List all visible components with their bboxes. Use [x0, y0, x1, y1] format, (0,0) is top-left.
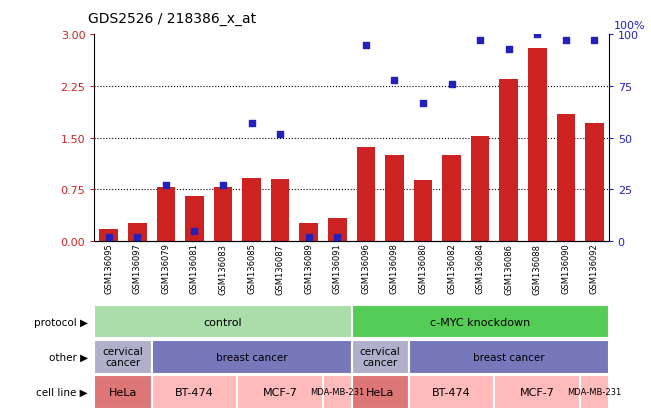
Bar	[442, 156, 461, 242]
Point	[503, 46, 514, 53]
Point	[447, 81, 457, 88]
Text: BT-474: BT-474	[432, 387, 471, 397]
Bar	[557, 114, 575, 242]
Point	[189, 228, 200, 235]
Text: HeLa: HeLa	[109, 387, 137, 397]
Text: breast cancer: breast cancer	[473, 352, 544, 362]
Point	[389, 77, 400, 84]
Bar	[528, 49, 547, 242]
Point	[532, 32, 542, 38]
Text: 100%: 100%	[614, 21, 645, 31]
Point	[589, 38, 600, 45]
Text: protocol ▶: protocol ▶	[34, 317, 88, 327]
Bar	[328, 219, 346, 242]
Text: other ▶: other ▶	[49, 352, 88, 362]
Text: BT-474: BT-474	[175, 387, 214, 397]
Point	[275, 131, 285, 138]
Bar	[385, 156, 404, 242]
Text: cervical
cancer: cervical cancer	[360, 346, 400, 368]
Bar	[271, 180, 290, 242]
Point	[161, 183, 171, 189]
Text: GDS2526 / 218386_x_at: GDS2526 / 218386_x_at	[88, 12, 256, 26]
Point	[132, 234, 143, 241]
Text: breast cancer: breast cancer	[215, 352, 287, 362]
Bar	[585, 123, 603, 242]
Point	[561, 38, 571, 45]
Bar	[100, 230, 118, 242]
Text: c-MYC knockdown: c-MYC knockdown	[430, 317, 530, 327]
Bar	[471, 137, 490, 242]
Text: cervical
cancer: cervical cancer	[103, 346, 143, 368]
Bar	[499, 80, 518, 242]
Bar	[156, 188, 175, 242]
Point	[361, 42, 371, 49]
Bar	[413, 181, 432, 242]
Text: HeLa: HeLa	[366, 387, 395, 397]
Bar	[185, 197, 204, 242]
Bar	[214, 188, 232, 242]
Point	[303, 234, 314, 241]
Point	[246, 121, 256, 127]
Point	[332, 234, 342, 241]
Bar	[357, 147, 375, 242]
Point	[475, 38, 486, 45]
Text: MCF-7: MCF-7	[262, 387, 298, 397]
Bar	[128, 223, 146, 242]
Point	[104, 234, 114, 241]
Text: cell line ▶: cell line ▶	[36, 387, 88, 397]
Point	[418, 100, 428, 107]
Bar	[242, 178, 261, 242]
Bar	[299, 223, 318, 242]
Text: MCF-7: MCF-7	[519, 387, 555, 397]
Text: control: control	[204, 317, 242, 327]
Text: MDA-MB-231: MDA-MB-231	[310, 387, 365, 396]
Point	[217, 183, 229, 189]
Text: MDA-MB-231: MDA-MB-231	[567, 387, 622, 396]
